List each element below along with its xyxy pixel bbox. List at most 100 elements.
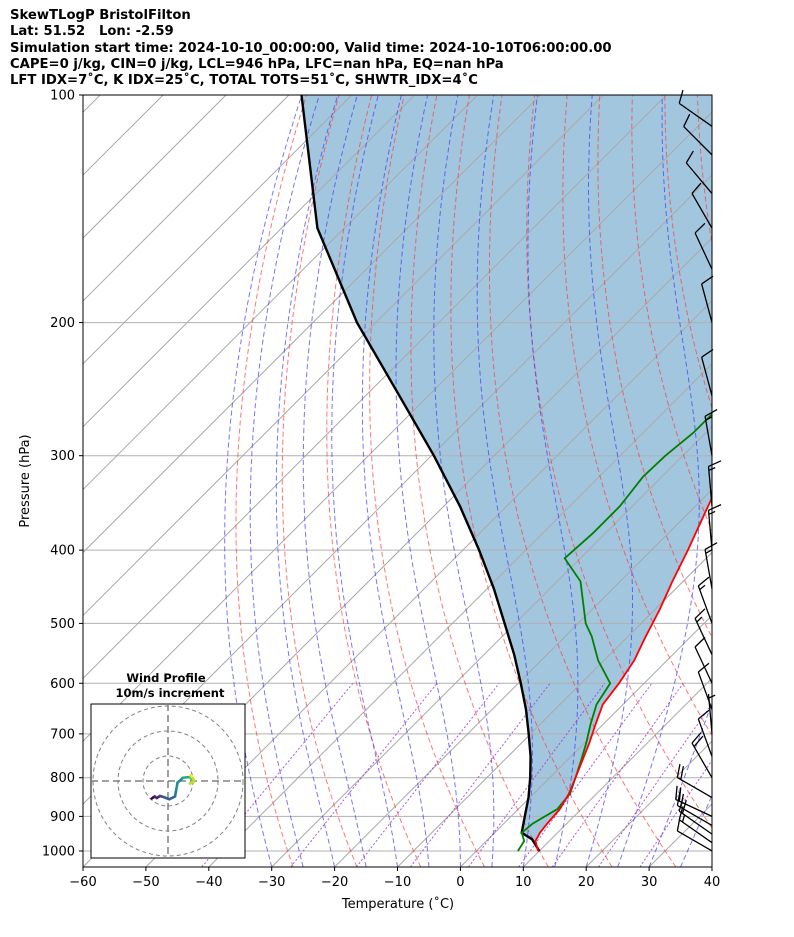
wind-barb-feather xyxy=(694,608,706,619)
wind-barb-staff xyxy=(683,126,713,156)
wind-barb-staff xyxy=(675,798,713,817)
x-tick-label: 40 xyxy=(704,875,721,890)
dry-adiabat xyxy=(410,95,549,867)
wind-barb-feather xyxy=(693,735,704,747)
moist-adiabat xyxy=(275,95,339,867)
wind-barb-feather xyxy=(697,709,710,720)
moist-adiabat xyxy=(711,865,712,867)
y-tick-label: 1000 xyxy=(42,844,75,859)
isotherm xyxy=(711,866,712,867)
isotherm xyxy=(83,95,290,302)
mixing-ratio-line xyxy=(355,682,500,867)
x-tick-label: −30 xyxy=(258,875,285,890)
y-tick-label: 100 xyxy=(50,89,75,104)
moist-adiabat xyxy=(395,95,461,867)
wind-barb-feather xyxy=(697,576,710,587)
wind-barb-feather xyxy=(708,504,722,511)
parcel-profile-line xyxy=(300,95,541,852)
mixing-ratio-line xyxy=(551,683,684,867)
isotherm xyxy=(334,488,712,867)
wind-barb-staff xyxy=(704,416,713,456)
hodograph-subtitle: 10m/s increment xyxy=(116,686,225,700)
y-tick-label: 700 xyxy=(50,727,75,742)
wind-barb-feather xyxy=(685,150,694,164)
wind-barb-feather xyxy=(680,793,685,808)
convective-params-line: CAPE=0 j/kg, CIN=0 j/kg, LCL=946 hPa, LF… xyxy=(10,56,504,72)
wind-barb xyxy=(701,275,714,323)
dry-adiabat xyxy=(597,95,712,639)
wind-barb-staff xyxy=(707,466,713,507)
y-axis-label: Pressure (hPa) xyxy=(18,434,33,527)
isotherm xyxy=(83,95,227,239)
x-tick-label: −10 xyxy=(384,875,411,890)
wind-barb xyxy=(678,89,713,127)
isotherm xyxy=(83,95,541,554)
x-tick-label: 10 xyxy=(515,875,532,890)
x-tick-label: −50 xyxy=(132,875,159,890)
wind-barb xyxy=(704,542,718,589)
wind-barb-feather xyxy=(705,416,713,421)
location-line: Lat: 51.52 Lon: -2.59 xyxy=(10,24,174,40)
chart-title: SkewTLogP BristolFilton xyxy=(10,8,191,23)
y-tick-label: 600 xyxy=(50,677,75,692)
moist-adiabat xyxy=(433,95,495,867)
cape-cin-shading xyxy=(301,95,712,851)
x-tick-label: −40 xyxy=(195,875,222,890)
sounding-profiles xyxy=(300,95,712,852)
dry-adiabat xyxy=(326,95,422,867)
isotherm xyxy=(83,111,712,742)
axes: −60 −50 −40 −30 −20 −10 0 10 20 30 40 100 200 300 400 5… xyxy=(42,89,720,891)
moist-adiabat xyxy=(302,95,367,867)
wind-barbs xyxy=(675,89,722,852)
wind-barb xyxy=(694,608,713,655)
x-tick-label: −20 xyxy=(321,875,348,890)
dry-adiabat xyxy=(281,95,358,867)
wind-barb-feather xyxy=(683,113,691,127)
x-tick-label: 20 xyxy=(578,875,595,890)
wind-barb-feather xyxy=(675,785,678,800)
wind-barb xyxy=(701,348,714,397)
moist-adiabat xyxy=(331,95,398,867)
isotherm xyxy=(271,425,712,867)
wind-barb-feather xyxy=(678,787,682,802)
wind-barb-staff xyxy=(678,102,713,127)
chart-header: SkewTLogP BristolFilton Lat: 51.52 Lon: … xyxy=(10,8,612,89)
wind-barb-staff xyxy=(701,283,713,323)
wind-barb xyxy=(707,504,722,551)
stability-indices-line: LFT IDX=7˚C, K IDX=25˚C, TOTAL TOTS=51˚C… xyxy=(10,73,478,89)
wind-barb xyxy=(691,182,713,229)
isotherm xyxy=(83,95,353,365)
moist-adiabat xyxy=(527,95,579,867)
wind-barb xyxy=(676,763,713,799)
y-tick-label: 400 xyxy=(50,544,75,559)
wind-barb-feather xyxy=(708,467,716,472)
wind-barb-feather xyxy=(708,510,716,515)
dry-adiabat xyxy=(526,95,712,829)
wind-barb-feather xyxy=(691,182,702,194)
wind-barb-feather xyxy=(701,275,714,285)
dry-adiabat xyxy=(450,95,613,867)
mixing-ratio-line xyxy=(639,759,712,867)
wind-barb-staff xyxy=(677,830,713,852)
x-axis-label: Temperature (˚C) xyxy=(341,896,454,912)
isotherm xyxy=(460,614,712,867)
isotherm xyxy=(145,300,712,867)
wind-barb-feather xyxy=(678,89,684,104)
y-tick-label: 800 xyxy=(50,771,75,786)
wind-barb-staff xyxy=(697,718,713,757)
isotherm xyxy=(83,95,416,428)
wind-barb xyxy=(697,576,713,624)
wind-barb xyxy=(697,709,713,757)
wind-barb xyxy=(675,785,713,817)
wind-barb-feather xyxy=(704,408,718,417)
x-tick-label: 0 xyxy=(456,875,464,890)
moist-adiabat xyxy=(476,95,533,867)
mixing-ratio-lines xyxy=(201,682,712,867)
wind-barb-staff xyxy=(691,193,713,229)
dry-adiabat xyxy=(730,95,794,867)
wind-barb-staff xyxy=(694,232,713,270)
isotherm xyxy=(522,677,712,867)
wind-barb-staff xyxy=(677,777,713,799)
wind-barb-feather xyxy=(697,662,710,673)
